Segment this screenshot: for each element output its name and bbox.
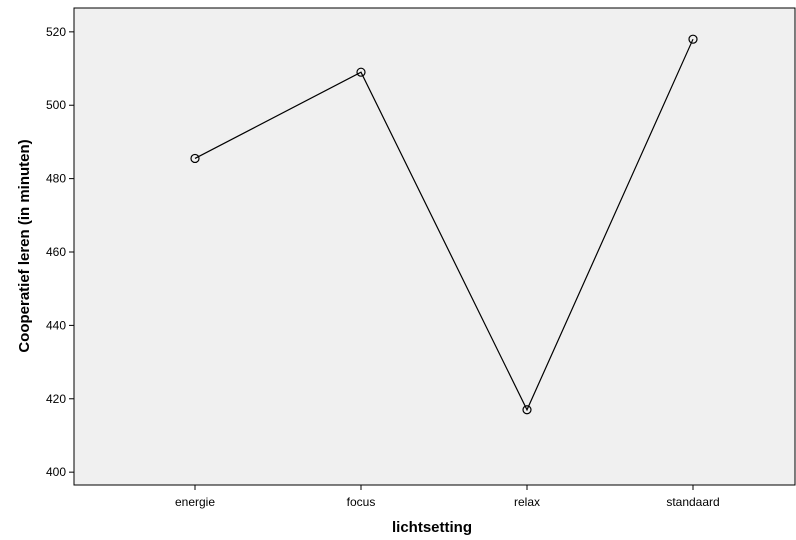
plot-area xyxy=(73,7,796,486)
data-point-standaard xyxy=(688,34,698,44)
data-point-focus xyxy=(356,67,366,77)
y-tick-label: 500 xyxy=(46,98,66,112)
x-tick-label-focus: focus xyxy=(347,495,376,509)
y-axis: 400 420 440 460 480 500 520 xyxy=(46,25,74,479)
y-tick-label: 440 xyxy=(46,318,66,332)
y-tick-label: 420 xyxy=(46,392,66,406)
series-markers xyxy=(190,34,698,415)
series-line xyxy=(194,38,694,412)
x-tick-label-standaard: standaard xyxy=(666,495,719,509)
x-tick-label-relax: relax xyxy=(514,495,540,509)
y-axis-title: Cooperatief leren (in minuten) xyxy=(16,139,33,352)
x-axis-title: lichtsetting xyxy=(392,519,472,536)
y-tick-label: 400 xyxy=(46,465,66,479)
data-point-energie xyxy=(190,153,200,164)
y-tick-label: 480 xyxy=(46,172,66,186)
y-tick-label: 460 xyxy=(46,245,66,259)
y-tick-label: 520 xyxy=(46,25,66,39)
data-point-relax xyxy=(522,405,532,415)
x-tick-label-energie: energie xyxy=(175,495,215,509)
x-axis: energie focus relax standaard xyxy=(175,485,720,509)
